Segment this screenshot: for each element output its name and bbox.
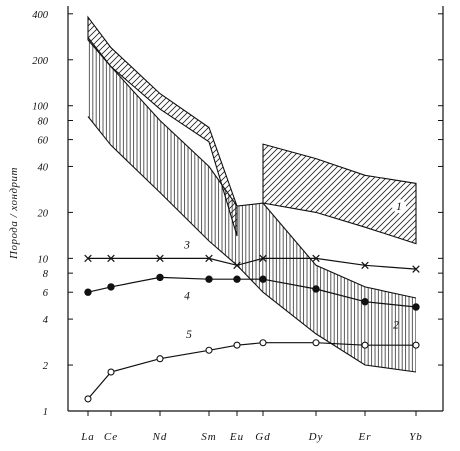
x-tick-label: La — [80, 431, 95, 443]
y-tick-label: 100 — [32, 102, 49, 113]
curve-label: 2 — [393, 319, 399, 331]
curve-label-bg — [392, 199, 406, 214]
series-5-point — [259, 339, 267, 347]
curve-label: 3 — [183, 240, 190, 252]
y-axis-label: Порода / хондрит — [8, 167, 20, 260]
x-tick-label: Gd — [255, 431, 270, 443]
y-tick-label: 1 — [43, 407, 48, 418]
series-4-point — [233, 275, 241, 283]
series-4-point — [312, 285, 320, 293]
y-tick-label: 20 — [38, 208, 49, 219]
series-4-point — [84, 288, 92, 296]
band-1-fill — [87, 15, 238, 237]
y-tick-label: 10 — [38, 254, 49, 265]
x-tick-label: Nd — [152, 431, 168, 443]
series-5-point — [361, 341, 369, 349]
series-layer — [84, 254, 420, 403]
series-3-point — [233, 261, 241, 270]
series-3-point — [107, 254, 115, 263]
x-tick-label: Yb — [409, 431, 423, 443]
x-tick-label: Ce — [104, 431, 118, 443]
x-tick-label: Sm — [201, 431, 216, 443]
y-tick-label: 80 — [38, 117, 49, 128]
series-5-point — [312, 339, 320, 347]
series-4-point — [259, 275, 267, 283]
series-3-point — [361, 261, 369, 270]
y-tick-label: 60 — [38, 136, 49, 147]
series-3-point — [259, 254, 267, 263]
series-5-point — [84, 395, 92, 403]
series-4-point — [107, 283, 115, 291]
curve-label: 5 — [186, 329, 192, 341]
labels-layer: 1 2 3 4 5 — [183, 199, 406, 341]
y-tick-label: 8 — [43, 269, 49, 280]
x-tick-label: Dy — [308, 431, 324, 443]
y-tick-label: 200 — [32, 56, 49, 67]
y-tick-label: 2 — [43, 361, 49, 372]
series-3-point — [84, 254, 92, 263]
y-tick-label: 6 — [43, 288, 49, 299]
series-5-point — [233, 341, 241, 349]
series-5-point — [205, 346, 213, 354]
y-axis: 1 2 4 6 8 10 20 40 60 80 100 200 400 — [32, 10, 443, 418]
bands-layer — [87, 15, 417, 373]
series-3-point — [156, 254, 164, 263]
series-3-point — [412, 265, 420, 273]
series-4-point — [361, 298, 369, 306]
series-3-point — [312, 254, 320, 263]
y-tick-label: 4 — [43, 315, 49, 326]
x-tick-label: Er — [358, 431, 372, 443]
band-1-fill — [262, 143, 417, 245]
curve-label: 1 — [396, 201, 402, 213]
curve-label: 4 — [184, 291, 190, 303]
series-4-point — [205, 275, 213, 283]
series-4-point — [412, 303, 420, 311]
x-axis: La Ce Nd Sm Eu Gd Dy Er Yb — [80, 411, 423, 443]
y-tick-label: 400 — [32, 10, 49, 21]
series-5-point — [412, 341, 420, 349]
y-tick-label: 40 — [38, 162, 49, 173]
series-5-point — [107, 368, 115, 376]
series-4-point — [156, 273, 164, 282]
series-3-point — [205, 254, 213, 263]
x-tick-label: Eu — [229, 431, 244, 443]
series-5-point — [156, 355, 164, 363]
